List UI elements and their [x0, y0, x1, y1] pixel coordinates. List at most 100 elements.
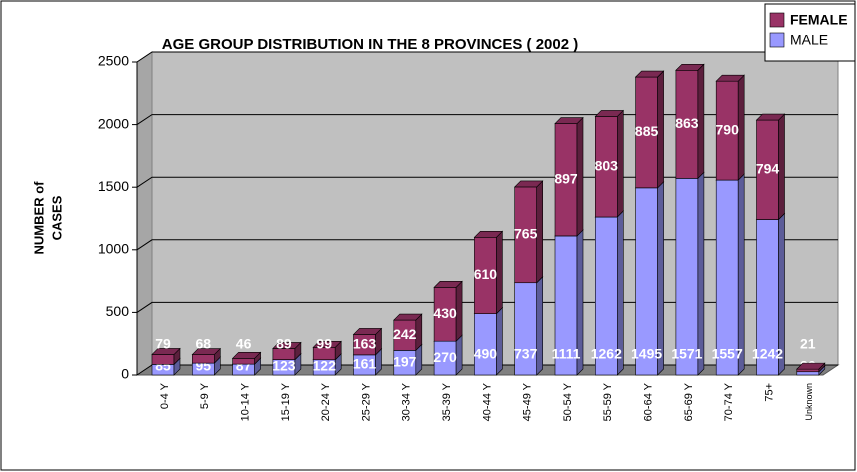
bar-side	[778, 113, 785, 221]
data-label: 68	[196, 336, 212, 352]
bar	[433, 280, 463, 342]
bar-front	[232, 358, 255, 365]
data-label: 794	[756, 161, 780, 177]
bar	[272, 341, 302, 361]
bar	[755, 212, 786, 376]
bar-top	[675, 63, 705, 71]
bar-side	[697, 63, 705, 180]
bar-top	[634, 70, 665, 78]
x-tick-label: 0-4 Y	[159, 382, 171, 409]
x-tick-label: 50-54 Y	[562, 382, 574, 421]
bar	[231, 351, 262, 365]
bar-top	[594, 110, 625, 117]
bar-front	[796, 368, 820, 373]
bar-side	[496, 230, 503, 315]
bar-side	[496, 306, 503, 376]
data-label: 803	[595, 157, 619, 173]
legend-label: MALE	[790, 32, 828, 48]
bar-top	[151, 348, 181, 355]
bar-side	[576, 116, 584, 237]
bar-front	[474, 313, 497, 376]
data-label: 430	[433, 305, 457, 321]
data-label: 897	[554, 170, 578, 186]
legend-label: FEMALE	[790, 12, 848, 28]
x-tick-label: Unknown	[804, 383, 814, 421]
data-label: 242	[393, 326, 417, 342]
x-tick-label: 45-49 Y	[522, 382, 534, 421]
bar	[151, 347, 181, 366]
x-tick-label: 40-44 Y	[481, 382, 493, 421]
data-label: 89	[276, 336, 292, 352]
bar-side	[616, 109, 624, 218]
x-tick-label: 30-34 Y	[401, 382, 413, 421]
data-label: 1262	[591, 346, 622, 362]
data-label: 79	[155, 336, 171, 352]
y-axis-label: CASES	[49, 195, 64, 240]
x-tick-label: 70-74 Y	[723, 382, 735, 421]
y-tick-label: 0	[121, 366, 129, 382]
bar-top	[554, 117, 584, 124]
data-label: 163	[353, 335, 377, 351]
bar-front	[151, 354, 175, 365]
data-label: 46	[236, 336, 252, 352]
data-label: 885	[635, 123, 659, 139]
bar-side	[737, 74, 745, 181]
data-label: 1242	[752, 346, 783, 362]
legend-swatch	[769, 12, 785, 28]
bar	[473, 306, 504, 376]
data-label: 161	[353, 356, 377, 372]
data-label: 790	[716, 121, 740, 137]
bar-top	[513, 180, 544, 188]
x-tick-label: 25-29 Y	[360, 382, 372, 421]
data-label: 1495	[631, 346, 662, 362]
y-tick-label: 500	[106, 303, 130, 319]
bar-top	[715, 74, 745, 82]
x-tick-label: 60-64 Y	[643, 382, 655, 421]
data-label: 1111	[552, 346, 581, 362]
x-tick-label: 10-14 Y	[240, 382, 252, 421]
y-tick-label: 1500	[98, 178, 129, 194]
x-tick-label: 35-39 Y	[441, 382, 453, 421]
bar-top	[473, 230, 504, 238]
bar	[634, 70, 665, 189]
data-label: 737	[514, 346, 538, 362]
bar	[473, 230, 504, 315]
data-label: 1571	[671, 346, 702, 362]
x-tick-label: 55-59 Y	[602, 382, 614, 421]
bar-front	[192, 354, 215, 364]
bar	[715, 74, 745, 181]
bar	[513, 180, 544, 284]
data-label: 610	[474, 266, 498, 282]
bar-top	[272, 342, 302, 349]
chart-title: AGE GROUP DISTRIBUTION IN THE 8 PROVINCE…	[162, 36, 578, 53]
x-tick-label: 20-24 Y	[320, 382, 332, 421]
bar	[796, 362, 826, 373]
data-label: 765	[514, 226, 538, 242]
bar-side	[455, 280, 463, 342]
data-label: 99	[316, 336, 332, 352]
x-tick-label: 65-69 Y	[683, 382, 695, 421]
data-label: 122	[313, 358, 337, 374]
data-label: 197	[393, 353, 417, 369]
bar-top	[755, 113, 786, 121]
data-label: 863	[675, 115, 699, 131]
bar	[352, 327, 383, 356]
data-label: 123	[272, 358, 296, 374]
x-tick-label: 75+	[763, 383, 775, 402]
bar-top	[393, 313, 423, 321]
bar	[675, 171, 705, 376]
bar	[513, 276, 544, 376]
bar-top	[433, 281, 463, 288]
data-label: 490	[474, 346, 498, 362]
bar-top	[231, 352, 262, 359]
y-axis-label: NUMBER of	[31, 181, 46, 255]
bar-top	[191, 348, 222, 355]
bar	[312, 340, 342, 361]
bar-side	[657, 70, 664, 189]
legend-swatch	[769, 32, 785, 48]
plot-side-wall	[136, 51, 153, 376]
y-tick-label: 2500	[98, 53, 129, 69]
y-tick-label: 2000	[98, 115, 129, 131]
bar-top	[796, 362, 826, 370]
bar	[594, 109, 625, 218]
